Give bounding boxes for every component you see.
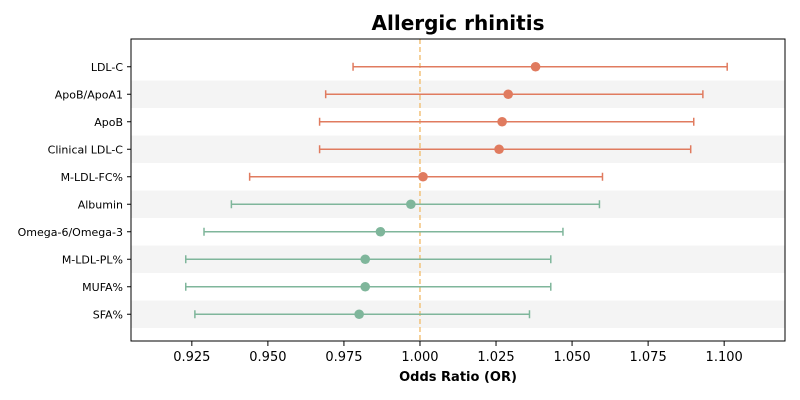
- or-point: [503, 89, 513, 100]
- estimate-row: [185, 254, 552, 265]
- x-tick-label: 1.050: [553, 350, 590, 365]
- y-tick-label: Albumin: [78, 198, 123, 211]
- x-tick-label: 0.975: [325, 350, 362, 365]
- y-tick-label: M-LDL-FC%: [61, 171, 123, 184]
- x-tick-label: 1.075: [630, 350, 667, 365]
- estimate-row: [318, 144, 692, 155]
- x-tick-label: 1.025: [477, 350, 514, 365]
- estimate-row: [230, 199, 601, 210]
- x-tick-label: 0.925: [173, 350, 210, 365]
- or-point: [354, 309, 364, 320]
- or-point: [375, 226, 386, 237]
- y-tick-label: ApoB: [94, 116, 123, 129]
- y-tick-label: Clinical LDL-C: [48, 143, 124, 156]
- y-tick-label: LDL-C: [91, 61, 124, 74]
- estimate-row: [324, 89, 704, 100]
- y-tick-labels: LDL-C ApoB/ApoA1 ApoB Clinical LDL-C M-LDL-F…: [18, 61, 131, 321]
- or-point: [530, 61, 541, 72]
- plot-frame: [130, 38, 786, 342]
- or-point: [494, 144, 504, 155]
- y-tick-label: ApoB/ApoA1: [55, 88, 123, 101]
- or-point: [406, 199, 416, 210]
- estimate-row: [318, 116, 695, 127]
- chart-title: Allergic rhinitis: [372, 11, 545, 35]
- estimate-row: [352, 61, 728, 72]
- estimate-row: [194, 309, 531, 320]
- x-axis-label: Odds Ratio (OR): [399, 370, 517, 385]
- estimate-row: [248, 171, 604, 182]
- or-point: [360, 281, 371, 292]
- estimate-row: [203, 226, 564, 237]
- x-tick-label: 1.000: [401, 350, 438, 365]
- x-tick-label: 1.100: [706, 350, 743, 365]
- y-tick-label: M-LDL-PL%: [62, 253, 123, 266]
- y-tick-label: MUFA%: [82, 281, 123, 294]
- x-tick-labels: 0.925 0.950 0.975 1.000 1.025 1.050 1.075 1.100: [173, 341, 743, 365]
- estimate-row: [185, 281, 552, 292]
- or-point: [497, 116, 507, 127]
- y-tick-label: Omega-6/Omega-3: [18, 226, 123, 239]
- or-point: [360, 254, 371, 265]
- estimate-rows: [185, 61, 728, 320]
- y-tick-label: SFA%: [93, 308, 123, 321]
- x-tick-label: 0.950: [249, 350, 286, 365]
- or-point: [418, 171, 428, 182]
